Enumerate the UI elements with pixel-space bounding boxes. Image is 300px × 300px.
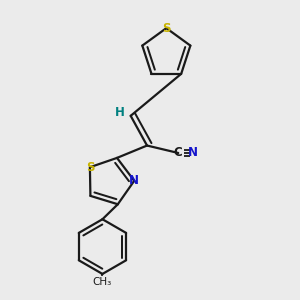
Text: S: S (86, 161, 94, 174)
Text: N: N (129, 174, 139, 187)
Text: CH₃: CH₃ (93, 277, 112, 287)
Text: H: H (114, 106, 124, 119)
Text: C: C (174, 146, 183, 160)
Text: N: N (188, 146, 198, 160)
Text: S: S (162, 22, 171, 34)
